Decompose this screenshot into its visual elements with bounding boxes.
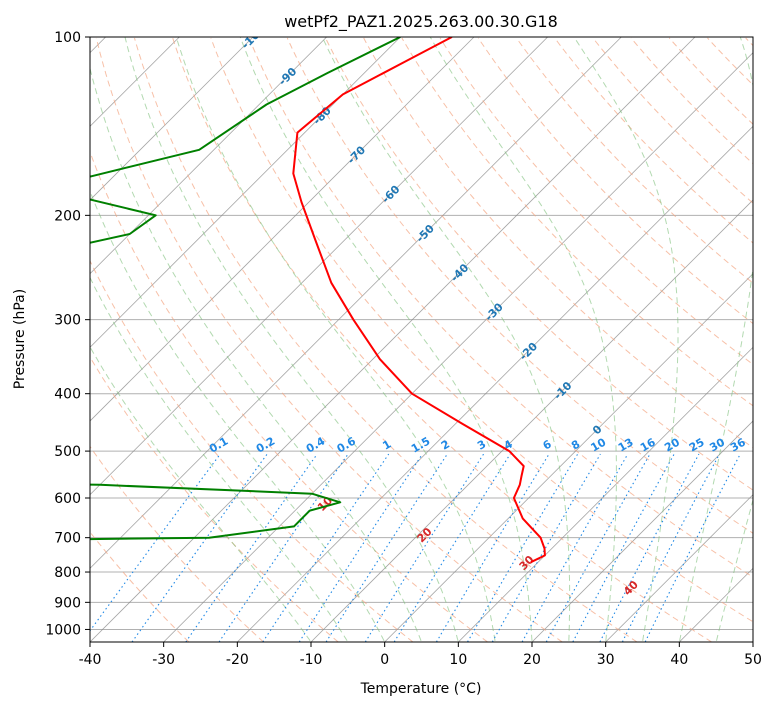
isotherm-line bbox=[90, 37, 622, 569]
mixing-ratio-line bbox=[364, 453, 485, 642]
x-tick-label: -30 bbox=[152, 652, 175, 668]
x-tick-label: -10 bbox=[300, 652, 323, 668]
moist-adiabat-line bbox=[90, 276, 348, 642]
isotherm-line bbox=[163, 52, 753, 642]
moist-adiabat-lines bbox=[90, 37, 753, 642]
dry-adiabat-line bbox=[516, 37, 753, 284]
dry-adiabat-line bbox=[172, 37, 712, 642]
isotherm-line bbox=[90, 37, 475, 422]
y-tick-label: 600 bbox=[54, 491, 81, 507]
moist-adiabat-line bbox=[90, 66, 422, 641]
moist-adiabat-line bbox=[124, 37, 459, 641]
dry-adiabat-line bbox=[477, 37, 753, 325]
chart-title: wetPf2_PAZ1.2025.263.00.30.G18 bbox=[284, 12, 558, 32]
isotherm-line bbox=[90, 37, 401, 348]
isotherm-grid bbox=[90, 37, 753, 642]
dry-adiabat-line bbox=[363, 37, 753, 449]
dry-adiabat-line bbox=[90, 445, 264, 642]
mixing-ratio-line bbox=[325, 453, 448, 642]
mixing-ratio-line bbox=[435, 453, 550, 642]
x-axis-title: Temperature (°C) bbox=[360, 681, 482, 697]
dry-adiabat-line bbox=[210, 37, 753, 623]
mixing-ratio-line bbox=[491, 453, 601, 642]
mixing-ratio-line bbox=[218, 453, 349, 642]
dewpoint-profile-line bbox=[90, 37, 401, 541]
x-tick-label: 50 bbox=[744, 652, 762, 668]
moist-adiabat-line bbox=[90, 346, 311, 642]
isotherm-line bbox=[384, 273, 753, 642]
mixing-ratio-line bbox=[621, 453, 720, 642]
dry-adiabat-lines bbox=[90, 37, 753, 642]
y-tick-label: 100 bbox=[54, 30, 81, 46]
x-tick-label: 0 bbox=[380, 652, 389, 668]
moist-adiabat-line bbox=[239, 37, 533, 641]
dry-adiabat-line bbox=[592, 37, 753, 204]
moist-adiabat-line bbox=[321, 37, 571, 641]
plot-frame bbox=[89, 36, 754, 643]
moist-adiabat-line bbox=[573, 37, 679, 641]
x-tick-label: 10 bbox=[449, 652, 467, 668]
x-axis: -40 -30 -20 -10 0 10 20 30 40 50 bbox=[79, 642, 762, 668]
moist-adiabat-line bbox=[90, 189, 385, 642]
y-tick-label: 900 bbox=[54, 595, 81, 611]
mixing-ratio-line bbox=[262, 453, 390, 642]
y-axis: 100 200 300 400 500 600 700 800 900 1000 bbox=[45, 30, 90, 638]
y-tick-label: 300 bbox=[54, 313, 81, 329]
isotherm-line bbox=[605, 494, 753, 642]
isotherm-line bbox=[90, 37, 327, 275]
dry-adiabat-line bbox=[90, 259, 414, 642]
dry-adiabat-line bbox=[248, 37, 753, 578]
y-axis-title: Pressure (hPa) bbox=[12, 289, 28, 389]
moist-adiabat-line bbox=[429, 37, 617, 641]
y-tick-label: 800 bbox=[54, 565, 81, 581]
y-tick-label: 200 bbox=[54, 208, 81, 224]
mixing-ratio-lines bbox=[90, 453, 741, 642]
data-series bbox=[90, 37, 546, 564]
isotherm-line bbox=[458, 346, 753, 642]
mixing-ratio-line bbox=[298, 453, 423, 642]
moist-adiabat-line bbox=[175, 37, 496, 641]
dry-adiabat-line bbox=[401, 37, 753, 407]
isotherm-line bbox=[90, 37, 254, 201]
isotherm-line bbox=[90, 37, 548, 496]
moist-adiabat-line bbox=[716, 497, 753, 641]
isotherm-line bbox=[531, 420, 753, 642]
dry-adiabat-line bbox=[95, 37, 563, 642]
mixing-ratio-line bbox=[599, 453, 700, 642]
dry-adiabat-line bbox=[325, 37, 753, 491]
y-tick-label: 700 bbox=[54, 531, 81, 547]
mixing-ratio-line bbox=[467, 453, 579, 642]
y-tick-label: 400 bbox=[54, 387, 81, 403]
dry-adiabat-line bbox=[630, 37, 753, 165]
dry-adiabat-line bbox=[286, 37, 753, 534]
x-tick-label: -20 bbox=[226, 652, 249, 668]
x-tick-label: 40 bbox=[670, 652, 688, 668]
y-tick-label: 500 bbox=[54, 444, 81, 460]
y-tick-label: 1000 bbox=[45, 622, 81, 638]
dry-adiabat-line bbox=[134, 37, 638, 642]
isotherm-line bbox=[90, 37, 696, 642]
mixing-ratio-line bbox=[393, 453, 511, 642]
x-tick-label: 30 bbox=[597, 652, 615, 668]
x-tick-label: 20 bbox=[523, 652, 541, 668]
mixing-ratio-line bbox=[90, 453, 221, 632]
moist-adiabat-line bbox=[679, 37, 753, 641]
isotherm-line bbox=[237, 125, 753, 642]
temperature-profile-line bbox=[292, 37, 546, 564]
mixing-ratio-line bbox=[644, 453, 741, 642]
x-tick-label: -40 bbox=[79, 652, 102, 668]
